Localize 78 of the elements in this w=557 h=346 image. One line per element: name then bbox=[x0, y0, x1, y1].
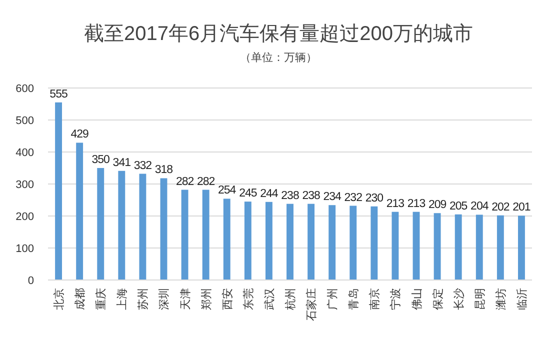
data-label: 282 bbox=[196, 176, 215, 188]
y-tick-label: 300 bbox=[16, 179, 34, 191]
data-label: 238 bbox=[302, 190, 320, 202]
x-tick-label: 保定 bbox=[431, 288, 444, 310]
data-label: 245 bbox=[239, 188, 257, 200]
bar bbox=[118, 170, 126, 280]
x-tick-label: 长沙 bbox=[452, 288, 466, 310]
bar bbox=[223, 198, 230, 280]
x-tick-label: 上海 bbox=[116, 288, 129, 310]
data-label: 254 bbox=[218, 184, 237, 197]
x-tick-label: 西安 bbox=[220, 288, 234, 310]
data-label: 232 bbox=[344, 192, 362, 204]
x-tick-label: 临沂 bbox=[515, 288, 528, 310]
bar bbox=[518, 216, 525, 280]
bar bbox=[496, 215, 504, 280]
data-label: 204 bbox=[470, 200, 490, 213]
x-tick-label: 武汉 bbox=[262, 288, 276, 310]
y-tick-label: 600 bbox=[16, 83, 34, 95]
x-tick-label: 广州 bbox=[326, 288, 340, 310]
x-tick-label: 东莞 bbox=[242, 288, 255, 310]
bar bbox=[454, 214, 462, 280]
x-tick-label: 潍坊 bbox=[494, 288, 508, 310]
bar bbox=[350, 206, 357, 280]
x-tick-label: 北京 bbox=[52, 288, 66, 310]
x-tick-label: 郑州 bbox=[200, 288, 213, 310]
x-tick-label: 杭州 bbox=[284, 288, 297, 311]
data-label: 205 bbox=[450, 200, 468, 212]
bar bbox=[181, 190, 188, 280]
y-tick-label: 400 bbox=[16, 147, 34, 159]
x-tick-label: 昆明 bbox=[474, 288, 486, 310]
data-label: 238 bbox=[281, 190, 299, 202]
y-tick-label: 0 bbox=[28, 275, 34, 287]
x-tick-label: 深圳 bbox=[158, 288, 171, 310]
data-label: 244 bbox=[260, 188, 279, 200]
bar bbox=[202, 190, 210, 280]
bar bbox=[139, 174, 146, 280]
data-label: 209 bbox=[428, 199, 446, 212]
data-label: 202 bbox=[492, 201, 510, 214]
data-label: 213 bbox=[386, 198, 404, 210]
data-label: 230 bbox=[365, 192, 384, 204]
chart-subtitle: （单位：万辆） bbox=[240, 51, 317, 64]
bar bbox=[412, 212, 420, 280]
data-label: 234 bbox=[323, 191, 342, 204]
data-label: 350 bbox=[92, 154, 110, 166]
bar bbox=[76, 142, 84, 280]
x-tick-label: 成都 bbox=[74, 288, 87, 310]
bar bbox=[392, 212, 399, 280]
x-tick-label: 青岛 bbox=[347, 288, 360, 310]
data-label: 318 bbox=[154, 164, 173, 176]
bar bbox=[97, 168, 104, 280]
data-label: 213 bbox=[407, 198, 426, 210]
data-label: 282 bbox=[176, 176, 194, 188]
chart-title: 截至2017年6月汽车保有量超过200万的城市 bbox=[84, 23, 473, 45]
data-label: 341 bbox=[112, 156, 131, 169]
bar bbox=[476, 214, 483, 280]
data-label: 429 bbox=[70, 128, 89, 141]
data-label: 201 bbox=[512, 202, 530, 214]
x-tick-label: 南京 bbox=[368, 288, 382, 310]
bar bbox=[370, 206, 378, 280]
bar bbox=[160, 178, 168, 280]
data-label: 555 bbox=[50, 88, 68, 100]
y-tick-label: 200 bbox=[16, 211, 34, 223]
bar bbox=[244, 202, 252, 280]
bar bbox=[328, 205, 336, 280]
data-label: 332 bbox=[134, 160, 152, 172]
bar bbox=[434, 213, 441, 280]
bar bbox=[308, 204, 315, 280]
x-tick-label: 石家庄 bbox=[305, 288, 318, 321]
x-tick-label: 天津 bbox=[178, 288, 192, 310]
x-tick-label: 宁波 bbox=[389, 288, 402, 310]
y-tick-label: 100 bbox=[16, 243, 34, 255]
bar bbox=[286, 204, 294, 280]
x-tick-label: 重庆 bbox=[94, 288, 108, 310]
bar bbox=[265, 202, 272, 280]
x-tick-label: 佛山 bbox=[410, 288, 424, 310]
y-tick-label: 500 bbox=[16, 115, 34, 127]
bar bbox=[55, 102, 62, 280]
x-tick-label: 苏州 bbox=[136, 288, 150, 310]
